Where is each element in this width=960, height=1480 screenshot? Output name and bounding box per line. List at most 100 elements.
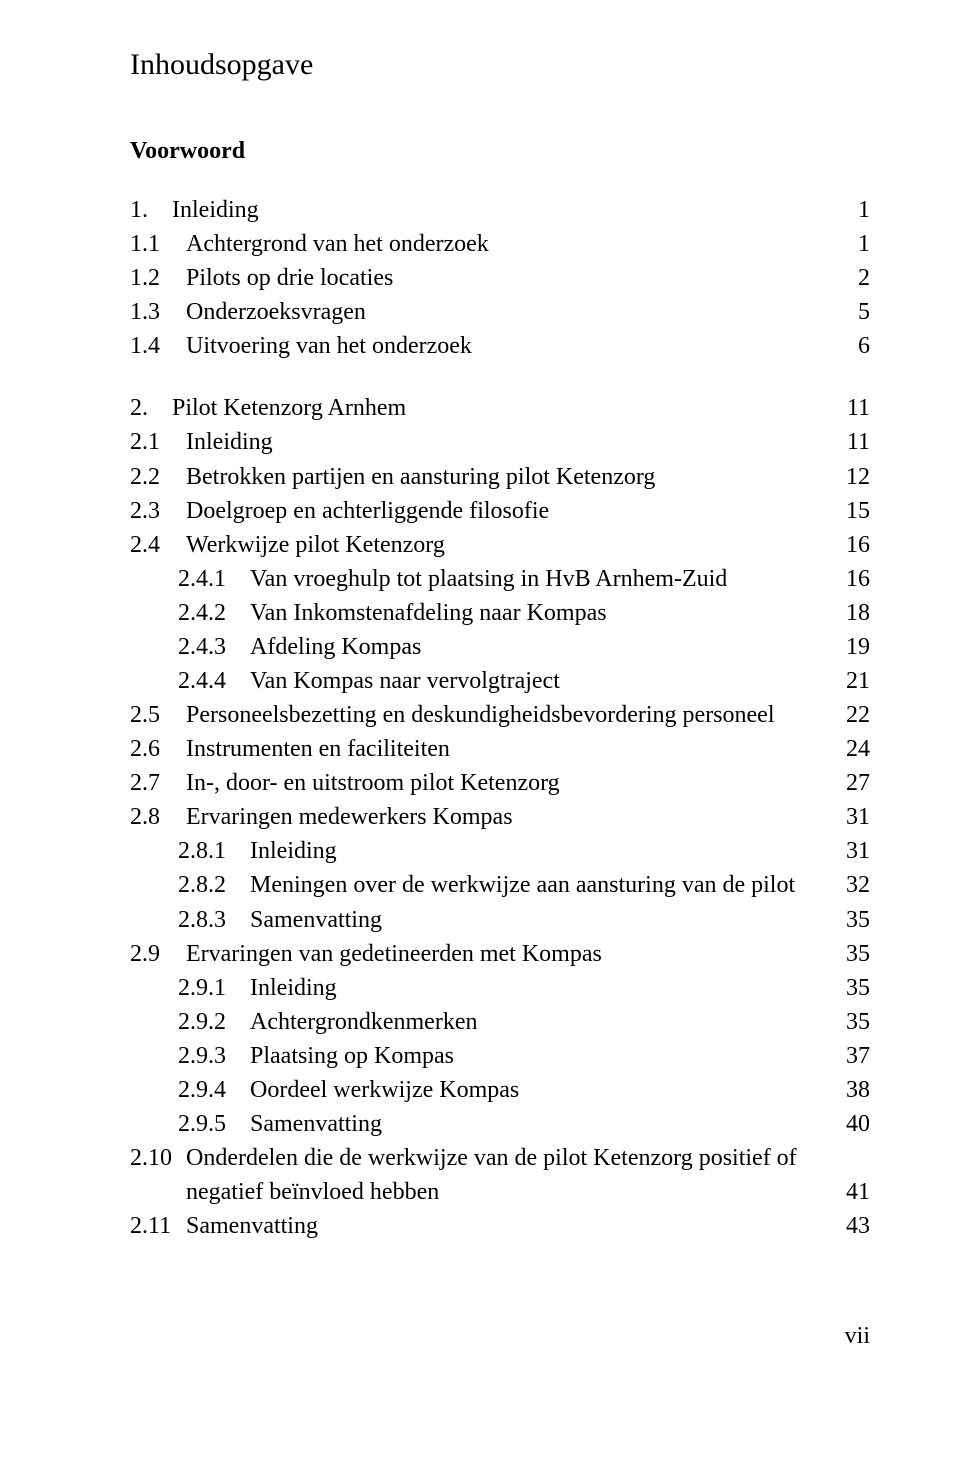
toc-row: 1.1Achtergrond van het onderzoek 1	[130, 227, 870, 261]
toc-text: In-, door- en uitstroom pilot Ketenzorg	[186, 770, 560, 796]
toc-row: 2.7In-, door- en uitstroom pilot Ketenzo…	[130, 766, 870, 800]
page-number-footer: vii	[130, 1323, 870, 1350]
toc-page: 40	[830, 1107, 870, 1141]
toc-num: 1.1	[130, 227, 186, 261]
toc-num: 2.	[130, 391, 166, 425]
page-title: Inhoudsopgave	[130, 48, 870, 82]
toc-num: 2.4.2	[178, 596, 250, 630]
toc-subrow: 2.4.3Afdeling Kompas 19	[130, 630, 870, 664]
toc: 1. Inleiding 1 1.1Achtergrond van het on…	[130, 193, 870, 1243]
toc-num: 1.	[130, 193, 166, 227]
toc-page: 32	[830, 868, 870, 902]
toc-text: Van Kompas naar vervolgtraject	[250, 668, 560, 694]
toc-text: Onderdelen die de werkwijze van de pilot…	[186, 1145, 797, 1171]
toc-text: Inleiding	[250, 838, 337, 864]
toc-page: 1	[830, 193, 870, 227]
toc-subrow: 2.4.2Van Inkomstenafdeling naar Kompas 1…	[130, 596, 870, 630]
toc-num: 1.2	[130, 261, 186, 295]
toc-text: Achtergrondkenmerken	[250, 1009, 477, 1035]
toc-row: 2.4Werkwijze pilot Ketenzorg 16	[130, 528, 870, 562]
toc-page: 11	[830, 425, 870, 459]
toc-text: Inleiding	[250, 975, 337, 1001]
toc-text: Inleiding	[186, 429, 273, 455]
toc-subrow: 2.9.1Inleiding 35	[130, 971, 870, 1005]
toc-chapter-label: 2. Pilot Ketenzorg Arnhem	[130, 391, 830, 425]
toc-page: 35	[830, 903, 870, 937]
toc-num: 1.3	[130, 295, 186, 329]
toc-num: 2.8.3	[178, 903, 250, 937]
toc-subrow: 2.8.2Meningen over de werkwijze aan aans…	[130, 868, 870, 902]
toc-num: 2.8.2	[178, 868, 250, 902]
toc-page: 35	[830, 971, 870, 1005]
toc-page: 11	[830, 391, 870, 425]
toc-num: 2.9.3	[178, 1039, 250, 1073]
toc-text: Pilot Ketenzorg Arnhem	[172, 395, 406, 421]
toc-page: 35	[830, 1005, 870, 1039]
toc-row: 2.10Onderdelen die de werkwijze van de p…	[130, 1141, 870, 1175]
toc-num: 2.4	[130, 528, 186, 562]
toc-page: 1	[830, 227, 870, 261]
toc-text: Achtergrond van het onderzoek	[186, 231, 489, 257]
toc-page: 15	[830, 494, 870, 528]
toc-page: 2	[830, 261, 870, 295]
toc-num: 2.1	[130, 425, 186, 459]
toc-num: 2.2	[130, 460, 186, 494]
toc-text: Onderzoeksvragen	[186, 299, 366, 325]
toc-page: 5	[830, 295, 870, 329]
toc-page: 31	[830, 834, 870, 868]
toc-row: 2.5Personeelsbezetting en deskundigheids…	[130, 698, 870, 732]
toc-text: Meningen over de werkwijze aan aansturin…	[250, 872, 795, 898]
toc-num: 2.8.1	[178, 834, 250, 868]
toc-chapter-label: 1. Inleiding	[130, 193, 830, 227]
toc-page: 12	[830, 460, 870, 494]
toc-text: Werkwijze pilot Ketenzorg	[186, 532, 445, 558]
toc-num: 2.8	[130, 800, 186, 834]
toc-row: 2.9Ervaringen van gedetineerden met Komp…	[130, 937, 870, 971]
spacer	[130, 363, 870, 391]
toc-num: 2.10	[130, 1141, 186, 1175]
toc-num: 2.3	[130, 494, 186, 528]
toc-page: 19	[830, 630, 870, 664]
toc-row: 2.6Instrumenten en faciliteiten 24	[130, 732, 870, 766]
toc-page: 37	[830, 1039, 870, 1073]
toc-num: 2.4.3	[178, 630, 250, 664]
toc-row: 1.3Onderzoeksvragen 5	[130, 295, 870, 329]
toc-subrow: 2.4.1Van vroeghulp tot plaatsing in HvB …	[130, 562, 870, 596]
toc-row: 2.2Betrokken partijen en aansturing pilo…	[130, 460, 870, 494]
toc-page: 21	[830, 664, 870, 698]
toc-row: 2.11Samenvatting 43	[130, 1209, 870, 1243]
toc-text: Ervaringen van gedetineerden met Kompas	[186, 941, 602, 967]
toc-num: 2.9.5	[178, 1107, 250, 1141]
toc-num: 2.4.1	[178, 562, 250, 596]
toc-text: Ervaringen medewerkers Kompas	[186, 804, 513, 830]
toc-text: Oordeel werkwijze Kompas	[250, 1077, 519, 1103]
toc-subrow: 2.9.2Achtergrondkenmerken 35	[130, 1005, 870, 1039]
toc-row: 2.8Ervaringen medewerkers Kompas 31	[130, 800, 870, 834]
toc-num: 1.4	[130, 329, 186, 363]
toc-text: Inleiding	[172, 197, 259, 223]
toc-num: 2.9.2	[178, 1005, 250, 1039]
toc-text: Pilots op drie locaties	[186, 265, 393, 291]
toc-page: 16	[830, 528, 870, 562]
toc-page: 24	[830, 732, 870, 766]
toc-page: 41	[830, 1175, 870, 1209]
toc-text: negatief beïnvloed hebben	[186, 1179, 439, 1205]
toc-chapter-row: 2. Pilot Ketenzorg Arnhem 11	[130, 391, 870, 425]
toc-row: 1.4Uitvoering van het onderzoek 6	[130, 329, 870, 363]
toc-row: 2.3Doelgroep en achterliggende filosofie…	[130, 494, 870, 528]
toc-text: Samenvatting	[186, 1213, 318, 1239]
toc-num: 2.9.1	[178, 971, 250, 1005]
toc-page: 16	[830, 562, 870, 596]
toc-row: 2.1Inleiding 11	[130, 425, 870, 459]
toc-text: Doelgroep en achterliggende filosofie	[186, 498, 549, 524]
toc-text: Samenvatting	[250, 907, 382, 933]
toc-row: 1.2Pilots op drie locaties 2	[130, 261, 870, 295]
toc-num: 2.9	[130, 937, 186, 971]
toc-row-cont: negatief beïnvloed hebben 41	[130, 1175, 870, 1209]
toc-text: Instrumenten en faciliteiten	[186, 736, 450, 762]
toc-subrow: 2.4.4Van Kompas naar vervolgtraject 21	[130, 664, 870, 698]
toc-page: 22	[830, 698, 870, 732]
toc-num: 2.6	[130, 732, 186, 766]
toc-subrow: 2.8.1Inleiding 31	[130, 834, 870, 868]
toc-page: 6	[830, 329, 870, 363]
